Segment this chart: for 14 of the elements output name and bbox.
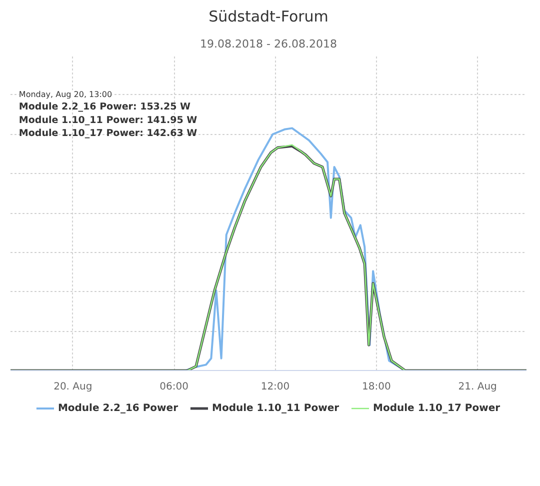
x-tick-label: 21. Aug [458, 382, 497, 392]
x-tick-label: 18:00 [362, 382, 391, 392]
annotation: Module 1.10_17 Power: 142.63 W [18, 128, 198, 140]
legend-label: Module 2.2_16 Power [58, 402, 178, 414]
x-tick-label: 20. Aug [54, 382, 92, 392]
x-tick-label: 12:00 [260, 382, 290, 392]
text: Monday, Aug 20, 13:00 [18, 90, 112, 100]
legend-label: Module 1.10_11 Power [212, 402, 340, 414]
chart-subtitle: 19.08.2018 - 26.08.2018 [200, 38, 337, 50]
text: Module 2.2_16 Power: 153.25 W [18, 101, 192, 112]
x-tick-label: 06:00 [160, 382, 188, 392]
legend-label: Module 1.10_17 Power [373, 402, 500, 414]
text: Module 1.10_11 Power: 141.95 W [18, 114, 198, 126]
chart-title: Südstadt-Forum [208, 8, 328, 26]
